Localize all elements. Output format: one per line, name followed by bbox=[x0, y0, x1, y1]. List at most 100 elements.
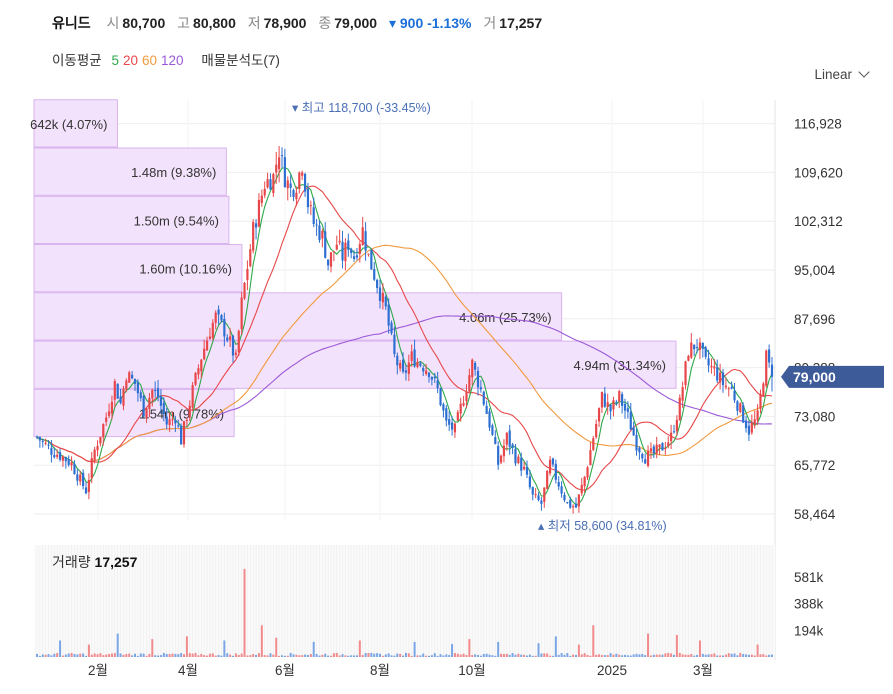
x-tick-label: 2025 bbox=[597, 663, 627, 678]
profile-bar bbox=[33, 147, 227, 196]
candle-body bbox=[87, 479, 90, 493]
candle-body bbox=[695, 347, 699, 349]
volume-bar bbox=[410, 655, 413, 657]
profile-bar bbox=[33, 99, 118, 148]
candle-body bbox=[465, 391, 468, 401]
candle-body bbox=[462, 403, 465, 406]
volume-bar bbox=[600, 655, 603, 657]
candle-body bbox=[226, 337, 229, 341]
candle-body bbox=[537, 495, 540, 501]
volume-bar bbox=[122, 654, 125, 657]
candle-body bbox=[528, 476, 531, 488]
candle-body bbox=[442, 404, 445, 411]
volume-bar bbox=[730, 653, 733, 657]
x-axis: 2월 4월 6월 8월 10월 2025 3월 bbox=[88, 663, 713, 678]
candle-body bbox=[148, 397, 151, 410]
volume-bar bbox=[534, 655, 537, 657]
candle-body bbox=[364, 231, 367, 251]
candle-body bbox=[352, 256, 356, 260]
candle-body bbox=[249, 249, 252, 267]
candle-body bbox=[211, 322, 214, 339]
candle-body bbox=[618, 391, 621, 402]
volume-bar bbox=[384, 654, 387, 657]
candle-body bbox=[162, 402, 165, 415]
volume-bar bbox=[76, 654, 79, 657]
moving-average-legend[interactable]: 이동평균 5 20 60 120 매물분석도(7) bbox=[52, 49, 286, 69]
candle-body bbox=[145, 408, 148, 418]
volume-bar bbox=[477, 655, 479, 657]
volume-bar bbox=[350, 655, 353, 657]
volume-bar bbox=[603, 655, 606, 657]
x-tick-label: 3월 bbox=[693, 663, 713, 678]
volume-bar bbox=[370, 652, 373, 657]
candle-body bbox=[82, 472, 85, 487]
candle-body bbox=[332, 251, 335, 253]
candle-body bbox=[110, 401, 114, 414]
volume-bar bbox=[733, 653, 736, 657]
y-tick-label: 116,928 bbox=[794, 117, 842, 132]
volume-bar bbox=[240, 653, 243, 657]
volume-bar bbox=[298, 655, 301, 657]
candle-body bbox=[649, 448, 653, 452]
candle-body bbox=[641, 453, 644, 459]
volume-bar bbox=[739, 652, 742, 657]
volume-bar bbox=[474, 654, 477, 657]
volume-bar bbox=[451, 643, 454, 657]
candle-body bbox=[254, 223, 258, 228]
candle-body bbox=[237, 330, 240, 353]
volume-bar bbox=[551, 655, 554, 657]
candle-body bbox=[56, 454, 59, 457]
volume-bar bbox=[690, 654, 693, 657]
scale-label: Linear bbox=[814, 67, 852, 82]
candle-body bbox=[73, 463, 76, 474]
annotations: ▾ 최고 118,700 (-33.45%) ▴ 최저 58,600 (34.81… bbox=[292, 101, 667, 533]
volume-title-label: 거래량 bbox=[52, 554, 91, 570]
candle-body bbox=[419, 363, 422, 366]
volume-bar bbox=[684, 654, 687, 657]
candle-body bbox=[655, 444, 658, 454]
volume-bar bbox=[312, 641, 315, 657]
volume-bar bbox=[355, 655, 358, 657]
profile-bar bbox=[33, 388, 235, 438]
ma5-label: 5 bbox=[111, 53, 119, 68]
candle-body bbox=[185, 419, 188, 421]
volume-bar bbox=[661, 654, 664, 657]
volume-bar bbox=[433, 653, 436, 657]
volume-bar bbox=[87, 644, 90, 657]
y-axis: 116,928109,620102,31295,00487,69680,3887… bbox=[781, 117, 884, 522]
candle-body bbox=[131, 374, 134, 379]
candle-body bbox=[335, 244, 338, 250]
candle-body bbox=[312, 207, 315, 225]
candle-body bbox=[289, 183, 292, 188]
volume-bar bbox=[641, 654, 644, 657]
volume-bar bbox=[399, 653, 402, 657]
high-label: 고 bbox=[177, 15, 191, 31]
candle-body bbox=[266, 179, 269, 188]
candle-body bbox=[716, 367, 719, 381]
volume-bar bbox=[670, 653, 673, 657]
volume-bar bbox=[485, 653, 488, 657]
volume-profile-label[interactable]: 매물분석도(7) bbox=[201, 53, 280, 68]
candle-body bbox=[609, 404, 612, 412]
volume-bar bbox=[257, 653, 260, 657]
volume-bar bbox=[687, 654, 690, 657]
candle-body bbox=[38, 437, 41, 441]
candle-body bbox=[701, 342, 704, 349]
volume-bar bbox=[180, 653, 183, 657]
candle-body bbox=[762, 383, 765, 397]
candle-body bbox=[205, 340, 209, 351]
volume-bar bbox=[526, 655, 528, 657]
candle-body bbox=[315, 224, 318, 226]
candle-body bbox=[765, 350, 768, 386]
candle-body bbox=[350, 248, 353, 254]
volume-bar bbox=[64, 654, 67, 657]
candle-body bbox=[142, 395, 145, 417]
volume-bar bbox=[759, 654, 762, 657]
candle-body bbox=[387, 304, 390, 326]
candle-body bbox=[338, 240, 341, 243]
volume-bar bbox=[471, 654, 474, 657]
candle-body bbox=[390, 322, 393, 334]
scale-selector[interactable]: Linear bbox=[814, 66, 870, 82]
candle-body bbox=[76, 474, 79, 481]
